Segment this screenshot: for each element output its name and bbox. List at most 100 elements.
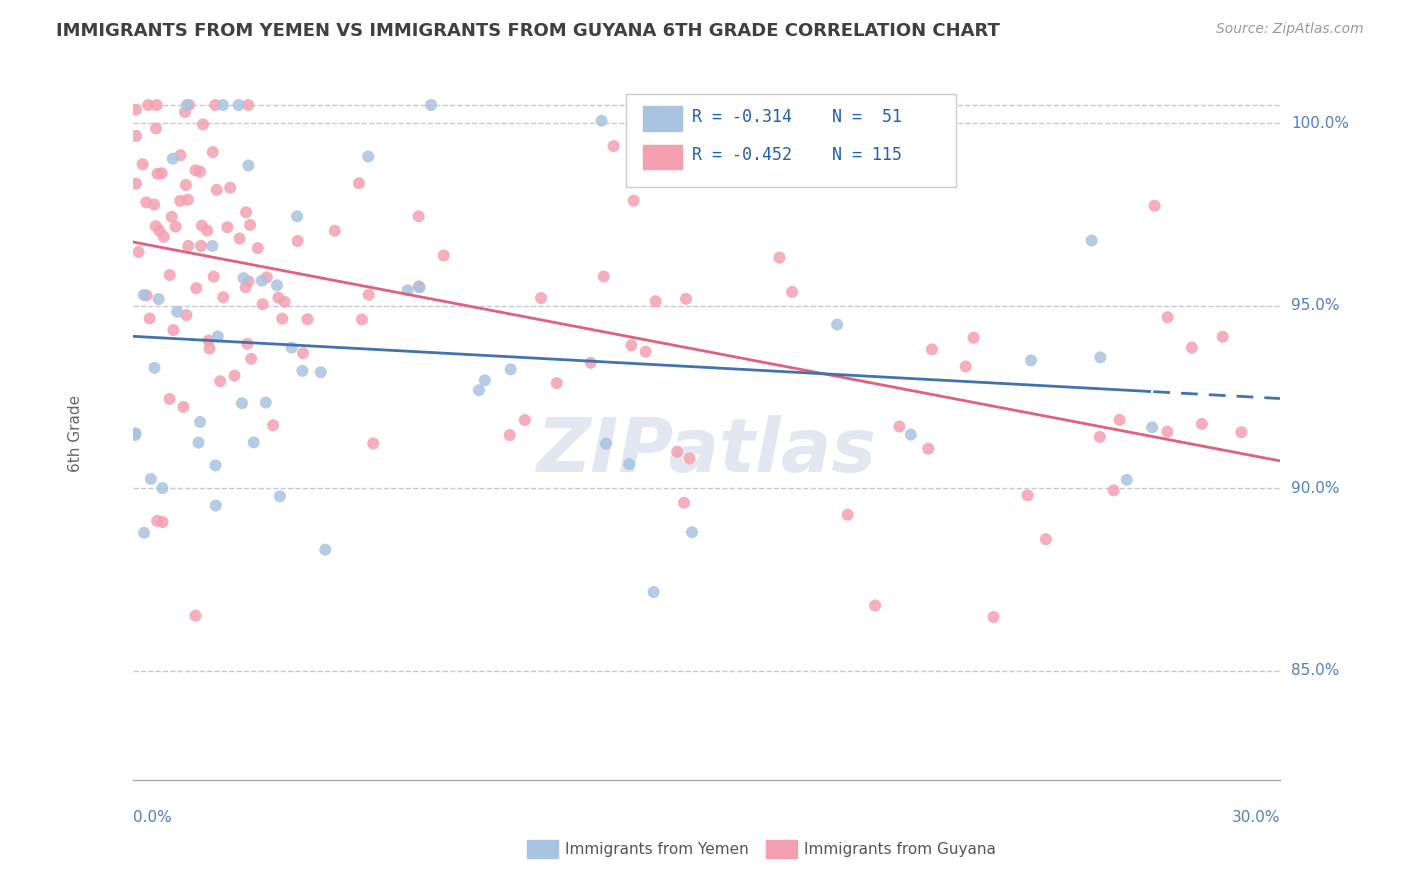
- Point: [169, 194, 191, 208]
- Point: [1102, 483, 1125, 498]
- Point: [246, 241, 269, 255]
- Point: [150, 166, 173, 180]
- Point: [125, 177, 148, 191]
- Point: [1115, 473, 1137, 487]
- Point: [1181, 341, 1204, 355]
- Point: [195, 223, 218, 237]
- Point: [666, 444, 689, 458]
- Point: [145, 219, 167, 234]
- Point: [146, 514, 169, 528]
- Point: [1108, 413, 1130, 427]
- Point: [187, 435, 209, 450]
- Point: [239, 218, 262, 232]
- Point: [145, 121, 167, 136]
- Text: 85.0%: 85.0%: [1291, 664, 1340, 678]
- Point: [1080, 234, 1102, 248]
- Point: [240, 351, 263, 366]
- Point: [197, 334, 219, 348]
- Point: [273, 294, 295, 309]
- Point: [1140, 420, 1163, 434]
- Point: [219, 180, 242, 194]
- Point: [837, 508, 859, 522]
- Point: [188, 164, 211, 178]
- Point: [1212, 330, 1234, 344]
- Point: [262, 418, 284, 433]
- Point: [863, 599, 886, 613]
- Point: [292, 346, 315, 360]
- Point: [1230, 425, 1253, 439]
- Point: [420, 98, 443, 112]
- Point: [357, 149, 380, 163]
- Point: [1191, 417, 1213, 431]
- Point: [174, 178, 197, 192]
- Text: Source: ZipAtlas.com: Source: ZipAtlas.com: [1216, 22, 1364, 37]
- Point: [468, 383, 491, 397]
- Point: [204, 499, 226, 513]
- Point: [152, 481, 174, 495]
- Point: [135, 195, 157, 210]
- Point: [242, 435, 264, 450]
- Point: [212, 98, 235, 112]
- Point: [617, 457, 640, 471]
- Point: [396, 283, 419, 297]
- Point: [530, 291, 553, 305]
- Point: [314, 542, 336, 557]
- Point: [124, 428, 146, 442]
- Point: [188, 415, 211, 429]
- Point: [780, 285, 803, 299]
- Point: [174, 105, 197, 120]
- Point: [143, 197, 166, 211]
- Point: [236, 336, 259, 351]
- Point: [124, 426, 146, 441]
- Point: [148, 292, 170, 306]
- Point: [205, 183, 228, 197]
- Point: [238, 274, 260, 288]
- Point: [962, 331, 984, 345]
- Point: [159, 392, 181, 406]
- Point: [287, 234, 309, 248]
- Point: [983, 610, 1005, 624]
- Point: [201, 239, 224, 253]
- Point: [309, 365, 332, 379]
- Point: [177, 193, 200, 207]
- Point: [212, 290, 235, 304]
- Point: [323, 224, 346, 238]
- Point: [513, 413, 536, 427]
- Point: [634, 344, 657, 359]
- Point: [238, 158, 260, 172]
- Point: [135, 288, 157, 302]
- Point: [266, 278, 288, 293]
- Point: [1035, 533, 1057, 547]
- Text: 0.0%: 0.0%: [134, 810, 172, 824]
- Point: [256, 270, 278, 285]
- Point: [267, 291, 290, 305]
- Point: [1088, 430, 1111, 444]
- Point: [160, 210, 183, 224]
- Point: [900, 427, 922, 442]
- Point: [347, 176, 370, 190]
- Point: [159, 268, 181, 282]
- Point: [177, 98, 200, 112]
- Point: [271, 311, 294, 326]
- Point: [202, 269, 225, 284]
- Point: [1017, 488, 1039, 502]
- Point: [675, 292, 697, 306]
- Point: [644, 294, 666, 309]
- Text: 100.0%: 100.0%: [1291, 116, 1350, 131]
- Point: [1156, 310, 1178, 325]
- Point: [184, 608, 207, 623]
- Point: [136, 98, 159, 112]
- Point: [191, 219, 214, 233]
- Point: [499, 362, 522, 376]
- Point: [409, 280, 432, 294]
- Point: [152, 515, 174, 529]
- Point: [350, 312, 373, 326]
- Point: [235, 280, 257, 294]
- Point: [201, 145, 224, 160]
- Point: [679, 451, 702, 466]
- Point: [184, 163, 207, 178]
- Point: [623, 194, 645, 208]
- Point: [254, 395, 277, 409]
- Point: [209, 374, 232, 388]
- Point: [602, 139, 624, 153]
